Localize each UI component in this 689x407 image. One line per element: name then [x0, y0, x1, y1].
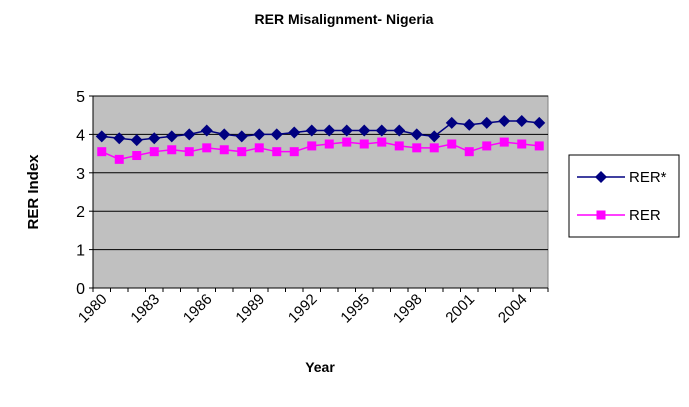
marker [149, 147, 159, 157]
marker [324, 139, 334, 149]
x-tick-label: 1986 [180, 291, 216, 327]
marker [289, 147, 299, 157]
marker [305, 124, 318, 137]
marker [148, 132, 161, 145]
x-tick-label: 1983 [127, 291, 163, 327]
marker [97, 147, 107, 157]
marker [272, 147, 282, 157]
marker [340, 124, 353, 137]
marker [202, 143, 212, 153]
marker [394, 141, 404, 151]
marker [270, 128, 283, 141]
marker [428, 130, 441, 143]
marker [219, 145, 229, 155]
legend-marker [596, 210, 606, 220]
plot-area [92, 95, 549, 289]
y-tick-label: 5 [76, 89, 85, 106]
legend-label: RER [629, 207, 661, 224]
marker [533, 116, 546, 129]
marker [218, 128, 231, 141]
marker [288, 126, 301, 139]
marker [482, 141, 492, 151]
marker [130, 134, 143, 147]
marker [464, 147, 474, 157]
marker [167, 145, 177, 155]
legend-label: RER* [629, 169, 667, 186]
x-tick-label: 1989 [232, 291, 268, 327]
x-tick-label: 2004 [495, 291, 531, 327]
marker [480, 116, 493, 129]
marker [307, 141, 317, 151]
marker [253, 128, 266, 141]
marker [113, 132, 126, 145]
marker [463, 118, 476, 131]
chart-title: RER Misalignment- Nigeria [255, 11, 434, 27]
marker [412, 143, 422, 153]
marker [447, 139, 457, 149]
x-tick-label: 2001 [442, 291, 478, 327]
marker [165, 130, 178, 143]
x-axis-label: Year [305, 359, 335, 375]
x-tick-label: 1998 [390, 291, 426, 327]
marker [200, 124, 213, 137]
marker [498, 114, 511, 127]
marker [534, 141, 544, 151]
marker [235, 130, 248, 143]
marker [429, 143, 439, 153]
y-tick-label: 3 [76, 166, 85, 183]
marker [114, 154, 124, 164]
y-axis-label: RER Index [25, 154, 42, 230]
marker [323, 124, 336, 137]
legend [568, 154, 680, 238]
x-tick-label: 1992 [285, 291, 321, 327]
y-tick-label: 4 [76, 127, 85, 144]
marker [377, 137, 387, 147]
marker [517, 139, 527, 149]
marker [359, 139, 369, 149]
marker [183, 128, 196, 141]
marker [237, 147, 247, 157]
marker [499, 137, 509, 147]
marker [375, 124, 388, 137]
marker [410, 128, 423, 141]
y-tick-label: 2 [76, 204, 85, 221]
marker [445, 116, 458, 129]
y-tick-label: 1 [76, 243, 85, 260]
marker [393, 124, 406, 137]
marker [342, 137, 352, 147]
marker [358, 124, 371, 137]
marker [95, 130, 108, 143]
y-tick-label: 0 [76, 281, 85, 298]
marker [132, 151, 142, 161]
marker [184, 147, 194, 157]
legend-marker [595, 171, 607, 183]
marker [254, 143, 264, 153]
x-tick-label: 1995 [337, 291, 373, 327]
marker [515, 114, 528, 127]
